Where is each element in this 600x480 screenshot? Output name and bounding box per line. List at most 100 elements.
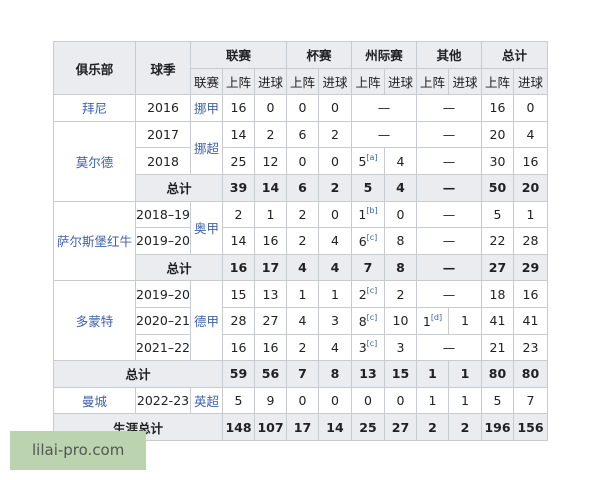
stat-cell: 4: [513, 120, 548, 149]
season-row: 多蒙特 2019–20 德甲 15 13 1 1 2[c] 2—18 16: [53, 280, 548, 362]
stat-cell: 156: [513, 413, 548, 441]
header-club: 俱乐部: [53, 40, 136, 96]
stat-cell: 5: [481, 386, 514, 415]
stat-cell: 2: [318, 120, 352, 149]
stat-value: 6: [358, 233, 367, 249]
stat-cell: 23: [513, 333, 548, 362]
stat-cell: 50: [481, 173, 514, 202]
stat-cell: 3[c]: [351, 333, 385, 362]
subheader: 进球: [384, 67, 417, 96]
stat-cell: 4: [384, 173, 417, 202]
stat-cell: 4: [318, 253, 352, 282]
stat-cell: 20: [513, 173, 548, 202]
league-link[interactable]: 奥甲: [193, 221, 219, 237]
empty-cell: —: [416, 227, 482, 255]
club-link[interactable]: 萨尔斯堡红牛: [56, 234, 132, 250]
footnote-link[interactable]: [a]: [366, 153, 378, 163]
stat-cell: 2: [448, 413, 482, 441]
league-cell: 奥甲: [190, 200, 223, 255]
footnote-link[interactable]: [d]: [430, 312, 443, 322]
subheader: 进球: [448, 67, 482, 96]
footnote-link[interactable]: [c]: [366, 232, 378, 242]
stat-cell: 0: [318, 94, 352, 122]
league-link[interactable]: 挪甲: [193, 101, 219, 117]
subheader: 上阵: [286, 67, 319, 96]
header-other: 其他: [416, 41, 482, 69]
stat-cell: 7: [351, 253, 385, 282]
empty-cell: —: [416, 147, 482, 175]
stat-cell: 0: [286, 94, 319, 122]
stat-cell: 16: [254, 227, 287, 255]
club-link[interactable]: 莫尔德: [75, 154, 114, 170]
stat-cell: 1[d]: [416, 306, 449, 335]
empty-cell: —: [351, 94, 417, 122]
stat-cell: 21: [481, 333, 514, 362]
season-cell: 2020–21: [135, 306, 191, 335]
club-cell: 曼城: [53, 386, 136, 415]
stat-cell: 5[a]: [351, 147, 385, 175]
stat-cell: 14: [222, 227, 255, 255]
stat-cell: 1: [513, 200, 548, 229]
footnote-link[interactable]: [c]: [366, 286, 378, 296]
stat-cell: 15: [222, 280, 255, 308]
stat-cell: 2: [222, 200, 255, 229]
empty-cell: —: [351, 120, 417, 149]
stat-cell: 13: [254, 280, 287, 308]
league-link[interactable]: 英超: [193, 394, 219, 410]
stat-cell: 2: [286, 333, 319, 362]
club-link[interactable]: 曼城: [81, 394, 107, 410]
club-link[interactable]: 拜尼: [81, 101, 107, 117]
subheader: 联赛: [190, 67, 223, 96]
stat-cell: 0: [513, 94, 548, 122]
header-total: 总计: [481, 41, 548, 69]
stat-cell: 14: [254, 173, 287, 202]
stat-cell: 2: [254, 120, 287, 149]
stat-cell: 16: [481, 94, 514, 122]
stat-cell: 0: [286, 147, 319, 175]
subtotal-row: 总计 39 14 6 2 5 4—50 20: [54, 173, 548, 202]
empty-cell: —: [416, 253, 482, 282]
stat-cell: 1: [318, 280, 352, 308]
stat-cell: 13: [351, 360, 385, 388]
subheader: 上阵: [481, 67, 514, 96]
stat-cell: 18: [481, 280, 514, 308]
subheader: 上阵: [222, 67, 255, 96]
stat-cell: 2: [416, 413, 449, 441]
stat-cell: 16: [254, 333, 287, 362]
stat-cell: 8[c]: [351, 306, 385, 335]
stat-cell: 6[c]: [351, 227, 385, 255]
stat-cell: 25: [351, 413, 385, 441]
stat-cell: 10: [384, 306, 417, 335]
stat-cell: 4: [318, 227, 352, 255]
stat-cell: 5: [222, 386, 255, 415]
stat-cell: 16: [222, 94, 255, 122]
subtotal-row: 总计 16 17 4 4 7 8—27 29: [54, 253, 548, 282]
footnote-link[interactable]: [b]: [366, 206, 378, 216]
club-link[interactable]: 多蒙特: [75, 314, 114, 330]
watermark: lilai-pro.com: [10, 431, 146, 470]
subtotal-label: 总计: [53, 360, 223, 388]
league-link[interactable]: 挪超: [193, 141, 219, 157]
stat-cell: 16: [513, 147, 548, 175]
season-cell: 2021–22: [135, 333, 191, 362]
stat-cell: 4: [286, 253, 319, 282]
stat-cell: 0: [254, 94, 287, 122]
stat-cell: 0: [384, 386, 417, 415]
stat-cell: 6: [286, 173, 319, 202]
footnote-link[interactable]: [c]: [366, 339, 378, 349]
subheader: 进球: [318, 67, 352, 96]
stat-value: 1: [358, 207, 367, 223]
stat-cell: 80: [513, 360, 548, 388]
stat-cell: 28: [222, 306, 255, 335]
subtotal-row: 总计 59 56 7 8 13 15 1 1 80 80: [53, 360, 548, 388]
league-link[interactable]: 德甲: [193, 314, 219, 330]
stat-cell: 6: [286, 120, 319, 149]
stat-cell: 1: [416, 360, 449, 388]
stat-cell: 16: [513, 280, 548, 308]
footnote-link[interactable]: [c]: [366, 312, 378, 322]
stat-cell: 148: [222, 413, 255, 441]
stat-cell: 30: [481, 147, 514, 175]
empty-cell: —: [416, 94, 482, 122]
stat-cell: 1[b]: [351, 200, 385, 229]
header-row-groups: 俱乐部 球季 联赛 杯赛 州际赛 其他 总计: [53, 40, 548, 96]
